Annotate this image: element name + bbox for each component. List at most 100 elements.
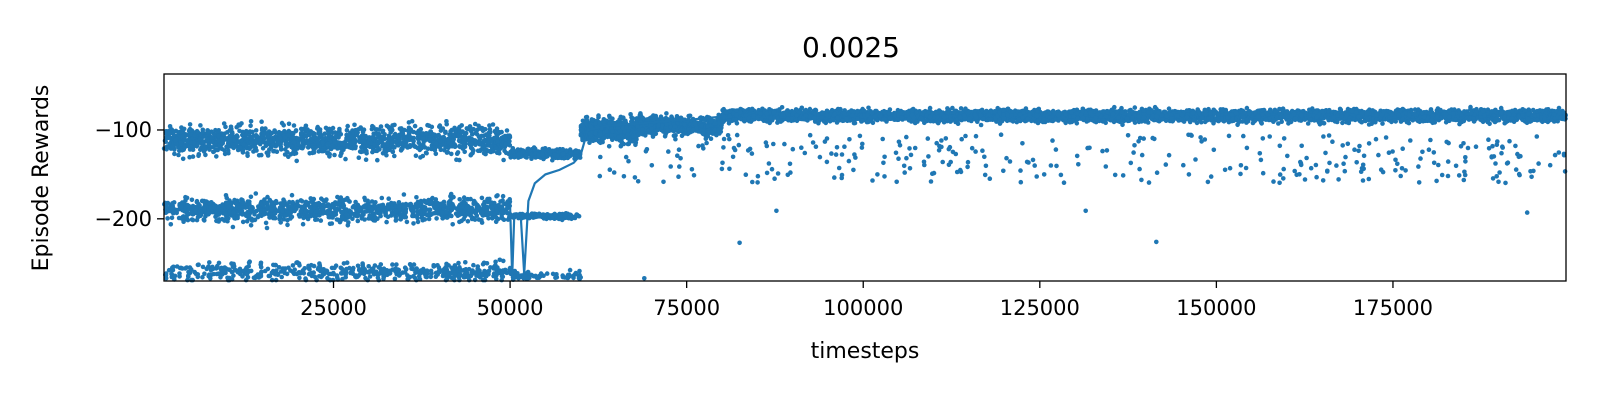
data-point <box>552 152 557 158</box>
data-point <box>240 219 246 225</box>
data-point <box>346 220 351 225</box>
data-point <box>386 124 391 130</box>
data-point <box>218 207 224 212</box>
data-point <box>690 127 696 133</box>
data-point <box>493 219 499 225</box>
data-point <box>456 275 462 280</box>
data-point <box>577 268 582 274</box>
data-point <box>376 131 382 137</box>
data-point <box>213 214 218 219</box>
data-point <box>574 213 579 219</box>
data-point <box>363 157 369 162</box>
data-point <box>431 132 436 137</box>
data-point <box>550 271 556 277</box>
data-point <box>479 209 484 215</box>
data-point <box>712 127 717 133</box>
data-point <box>601 135 607 141</box>
data-point <box>431 211 436 216</box>
data-point <box>495 139 501 144</box>
data-point <box>178 140 184 146</box>
data-point <box>516 274 522 279</box>
data-point <box>265 131 271 136</box>
data-point <box>521 276 526 281</box>
data-point <box>169 215 175 221</box>
data-point <box>224 195 229 201</box>
data-point <box>421 204 427 210</box>
data-point <box>286 154 291 160</box>
data-point <box>441 202 447 208</box>
scatter-points <box>161 104 1568 283</box>
data-point <box>483 127 488 132</box>
data-point <box>190 147 196 152</box>
data-point <box>682 131 688 136</box>
data-point <box>190 217 196 223</box>
data-point <box>174 264 180 269</box>
data-point <box>472 121 478 127</box>
data-point <box>397 126 403 131</box>
data-point <box>176 152 181 158</box>
data-point <box>420 131 426 136</box>
data-point <box>443 130 448 135</box>
data-point <box>279 274 285 280</box>
data-point <box>500 274 506 280</box>
data-point <box>504 128 510 133</box>
data-point <box>284 140 290 145</box>
data-point <box>411 129 416 135</box>
data-point <box>299 199 305 204</box>
data-point <box>237 266 243 272</box>
data-point <box>434 200 439 206</box>
data-point <box>558 213 563 219</box>
data-point <box>708 119 714 124</box>
data-point <box>308 209 314 214</box>
data-point <box>469 136 475 142</box>
data-point <box>450 222 456 227</box>
data-point <box>483 274 489 279</box>
data-point <box>567 154 572 159</box>
data-point <box>545 212 550 217</box>
data-point <box>344 127 350 133</box>
data-point <box>296 141 301 147</box>
data-point <box>280 200 286 206</box>
data-point <box>211 149 216 155</box>
data-point <box>451 205 456 210</box>
data-point <box>391 145 396 150</box>
data-point <box>714 132 719 138</box>
data-point <box>189 277 194 283</box>
data-point <box>327 277 333 283</box>
data-point <box>172 151 177 157</box>
data-point <box>339 198 344 203</box>
data-point <box>718 126 724 131</box>
data-point <box>379 195 385 201</box>
plot-area <box>161 104 1568 283</box>
data-point <box>224 144 230 150</box>
data-point <box>516 152 521 157</box>
data-point <box>536 152 541 158</box>
data-point <box>363 275 368 281</box>
data-point <box>273 262 278 268</box>
data-point <box>427 210 432 216</box>
data-point <box>248 194 254 200</box>
data-point <box>386 147 391 153</box>
data-point <box>452 270 457 275</box>
data-point <box>497 257 503 263</box>
data-point <box>420 136 426 141</box>
data-point <box>664 121 669 127</box>
data-point <box>407 202 413 207</box>
data-point <box>364 209 369 214</box>
data-point <box>170 265 175 271</box>
data-point <box>434 216 439 221</box>
data-point <box>457 202 463 207</box>
data-point <box>181 126 187 132</box>
data-point <box>250 129 255 135</box>
data-point <box>311 196 317 202</box>
data-point <box>237 145 243 150</box>
data-point <box>440 210 445 215</box>
data-point <box>436 268 442 274</box>
data-point <box>171 200 177 205</box>
data-point <box>507 197 512 202</box>
data-point <box>405 128 411 133</box>
data-point <box>248 268 254 274</box>
data-point <box>356 267 362 273</box>
data-point <box>259 126 265 131</box>
data-point <box>503 136 509 142</box>
